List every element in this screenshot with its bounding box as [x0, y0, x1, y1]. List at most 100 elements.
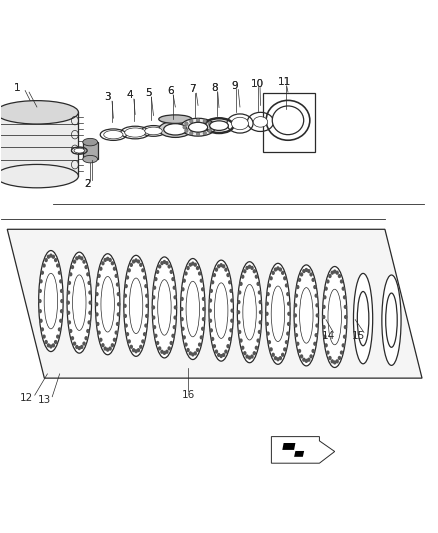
- Ellipse shape: [258, 320, 262, 325]
- Ellipse shape: [82, 342, 86, 346]
- Ellipse shape: [156, 270, 159, 274]
- Ellipse shape: [152, 257, 177, 358]
- Ellipse shape: [170, 270, 173, 274]
- Ellipse shape: [238, 330, 241, 334]
- Ellipse shape: [60, 299, 64, 303]
- Ellipse shape: [173, 286, 176, 290]
- Ellipse shape: [208, 309, 212, 313]
- Ellipse shape: [97, 330, 101, 335]
- Ellipse shape: [124, 294, 127, 298]
- Text: 9: 9: [232, 81, 238, 91]
- Ellipse shape: [160, 261, 164, 265]
- Ellipse shape: [322, 315, 325, 319]
- Ellipse shape: [88, 290, 92, 295]
- Ellipse shape: [123, 304, 127, 308]
- Ellipse shape: [209, 328, 213, 333]
- Ellipse shape: [243, 269, 247, 273]
- Ellipse shape: [189, 263, 192, 267]
- Ellipse shape: [331, 359, 334, 364]
- Ellipse shape: [154, 334, 158, 338]
- Text: 4: 4: [126, 90, 133, 100]
- Ellipse shape: [353, 273, 373, 364]
- Ellipse shape: [344, 325, 347, 329]
- Ellipse shape: [80, 345, 84, 349]
- Ellipse shape: [253, 269, 256, 273]
- Text: 2: 2: [84, 179, 91, 189]
- Ellipse shape: [309, 354, 313, 359]
- Ellipse shape: [258, 290, 261, 295]
- Ellipse shape: [124, 284, 128, 288]
- Ellipse shape: [145, 314, 148, 318]
- Ellipse shape: [183, 335, 186, 340]
- Ellipse shape: [96, 322, 99, 326]
- Ellipse shape: [97, 274, 101, 278]
- Ellipse shape: [143, 332, 146, 336]
- Ellipse shape: [196, 132, 200, 136]
- Ellipse shape: [132, 348, 135, 352]
- Ellipse shape: [293, 313, 297, 318]
- Ellipse shape: [243, 351, 247, 356]
- Ellipse shape: [111, 261, 114, 265]
- Ellipse shape: [265, 322, 269, 326]
- Ellipse shape: [86, 329, 90, 333]
- Text: 15: 15: [352, 330, 365, 341]
- Ellipse shape: [143, 276, 146, 280]
- Ellipse shape: [39, 279, 43, 284]
- Ellipse shape: [183, 125, 186, 129]
- Ellipse shape: [315, 313, 319, 318]
- Ellipse shape: [198, 342, 201, 346]
- Ellipse shape: [212, 344, 216, 348]
- Ellipse shape: [194, 263, 197, 267]
- Ellipse shape: [265, 302, 269, 306]
- Ellipse shape: [67, 281, 71, 285]
- Polygon shape: [283, 443, 295, 450]
- Ellipse shape: [300, 354, 303, 359]
- Ellipse shape: [256, 282, 260, 286]
- Ellipse shape: [198, 271, 201, 276]
- Ellipse shape: [271, 286, 285, 342]
- Ellipse shape: [196, 118, 200, 122]
- Ellipse shape: [141, 268, 145, 272]
- Ellipse shape: [328, 274, 332, 278]
- Ellipse shape: [210, 121, 228, 131]
- Ellipse shape: [333, 269, 336, 273]
- Ellipse shape: [190, 131, 193, 135]
- Ellipse shape: [158, 280, 171, 335]
- Ellipse shape: [228, 280, 232, 285]
- Ellipse shape: [88, 311, 92, 315]
- Ellipse shape: [258, 330, 261, 334]
- Ellipse shape: [95, 254, 120, 355]
- Ellipse shape: [83, 156, 98, 163]
- Ellipse shape: [343, 335, 346, 339]
- Ellipse shape: [59, 279, 63, 284]
- Ellipse shape: [125, 128, 146, 137]
- Ellipse shape: [281, 353, 284, 357]
- Ellipse shape: [313, 285, 317, 289]
- Ellipse shape: [294, 303, 297, 308]
- Ellipse shape: [73, 260, 76, 264]
- Text: 8: 8: [211, 83, 218, 93]
- Ellipse shape: [298, 278, 301, 282]
- Ellipse shape: [325, 343, 328, 348]
- Ellipse shape: [134, 259, 138, 263]
- Ellipse shape: [342, 287, 345, 291]
- Ellipse shape: [283, 347, 286, 351]
- Ellipse shape: [326, 279, 329, 284]
- Ellipse shape: [315, 303, 319, 308]
- Ellipse shape: [49, 254, 53, 258]
- Ellipse shape: [184, 342, 188, 346]
- Ellipse shape: [144, 324, 148, 328]
- Ellipse shape: [194, 351, 197, 356]
- Ellipse shape: [203, 119, 206, 123]
- Ellipse shape: [382, 275, 401, 366]
- Ellipse shape: [286, 332, 290, 336]
- Ellipse shape: [180, 307, 184, 311]
- Text: 16: 16: [182, 390, 195, 400]
- Ellipse shape: [160, 350, 164, 354]
- Ellipse shape: [180, 259, 205, 360]
- Ellipse shape: [41, 271, 44, 275]
- Ellipse shape: [287, 322, 290, 326]
- Polygon shape: [294, 451, 304, 457]
- Ellipse shape: [302, 358, 306, 362]
- Ellipse shape: [208, 129, 212, 133]
